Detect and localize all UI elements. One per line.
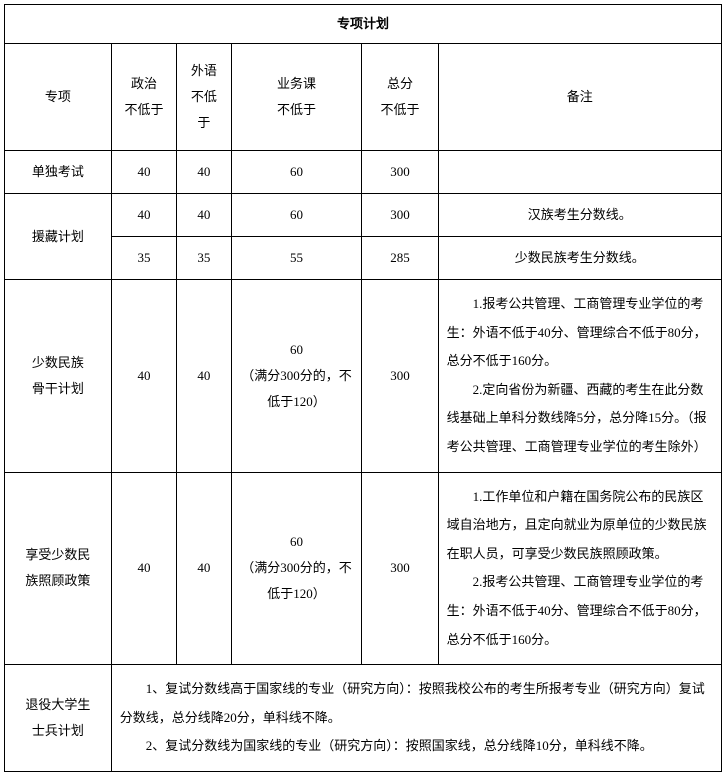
cell-value: 40 [177, 472, 231, 665]
cell-notes: 1、复试分数线高于国家线的专业（研究方向）：按照我校公布的考生所报考专业（研究方… [111, 665, 721, 772]
cell-value: 35 [111, 237, 176, 280]
row-label: 单独考试 [5, 151, 112, 194]
cell-value: 40 [111, 194, 176, 237]
header-row: 专项 政治不低于 外语不低于 业务课不低于 总分不低于 备注 [5, 44, 722, 151]
cell-notes [438, 151, 721, 194]
cell-value: 300 [362, 280, 438, 473]
cell-value: 300 [362, 472, 438, 665]
table-row: 少数民族骨干计划 40 40 60（满分300分的，不低于120） 300 1.… [5, 280, 722, 473]
cell-notes: 少数民族考生分数线。 [438, 237, 721, 280]
cell-notes: 汉族考生分数线。 [438, 194, 721, 237]
table-row: 35 35 55 285 少数民族考生分数线。 [5, 237, 722, 280]
table-row: 单独考试 40 40 60 300 [5, 151, 722, 194]
header-notes: 备注 [438, 44, 721, 151]
cell-value: 60 [231, 151, 362, 194]
row-label: 享受少数民族照顾政策 [5, 472, 112, 665]
table-row: 退役大学生士兵计划 1、复试分数线高于国家线的专业（研究方向）：按照我校公布的考… [5, 665, 722, 772]
row-label: 援藏计划 [5, 194, 112, 280]
cell-value: 40 [177, 280, 231, 473]
table-row: 享受少数民族照顾政策 40 40 60（满分300分的，不低于120） 300 … [5, 472, 722, 665]
header-politics: 政治不低于 [111, 44, 176, 151]
cell-value: 40 [111, 472, 176, 665]
cell-value: 40 [177, 194, 231, 237]
cell-value: 300 [362, 194, 438, 237]
table-row: 援藏计划 40 40 60 300 汉族考生分数线。 [5, 194, 722, 237]
cell-value: 55 [231, 237, 362, 280]
special-plan-table: 专项计划 专项 政治不低于 外语不低于 业务课不低于 总分不低于 备注 单独考试… [4, 4, 722, 772]
cell-value: 40 [111, 151, 176, 194]
header-foreign: 外语不低于 [177, 44, 231, 151]
title-row: 专项计划 [5, 5, 722, 44]
cell-notes: 1.报考公共管理、工商管理专业学位的考生：外语不低于40分、管理综合不低于80分… [438, 280, 721, 473]
cell-notes: 1.工作单位和户籍在国务院公布的民族区域自治地方，且定向就业为原单位的少数民族在… [438, 472, 721, 665]
table-title: 专项计划 [5, 5, 722, 44]
header-special: 专项 [5, 44, 112, 151]
cell-value: 60（满分300分的，不低于120） [231, 472, 362, 665]
cell-value: 285 [362, 237, 438, 280]
header-course: 业务课不低于 [231, 44, 362, 151]
row-label: 退役大学生士兵计划 [5, 665, 112, 772]
cell-value: 60（满分300分的，不低于120） [231, 280, 362, 473]
cell-value: 60 [231, 194, 362, 237]
cell-value: 40 [111, 280, 176, 473]
header-total: 总分不低于 [362, 44, 438, 151]
cell-value: 40 [177, 151, 231, 194]
row-label: 少数民族骨干计划 [5, 280, 112, 473]
cell-value: 35 [177, 237, 231, 280]
cell-value: 300 [362, 151, 438, 194]
